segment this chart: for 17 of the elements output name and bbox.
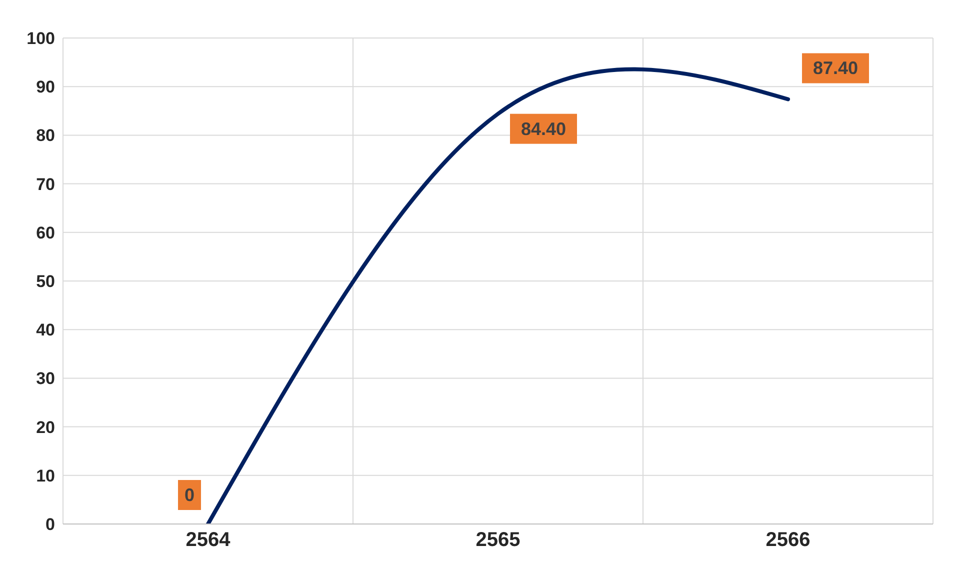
- y-tick-label: 90: [36, 78, 55, 97]
- y-tick-label: 40: [36, 320, 55, 340]
- y-tick-label: 50: [36, 272, 55, 292]
- y-tick-label: 30: [36, 369, 55, 388]
- y-tick-label: 10: [36, 466, 55, 486]
- x-tick-label: 2564: [186, 529, 232, 552]
- y-tick-label: 70: [36, 174, 55, 194]
- data-label: 87.40: [812, 58, 858, 78]
- y-tick-label: 100: [26, 29, 55, 48]
- data-label: 0: [184, 485, 195, 505]
- data-label: 84.40: [520, 118, 566, 139]
- y-tick-label: 60: [36, 223, 55, 242]
- y-tick-label: 0: [46, 515, 55, 534]
- y-tick-label: 20: [36, 418, 55, 437]
- x-tick-label: 2565: [476, 529, 520, 552]
- y-tick-label: 80: [36, 126, 55, 146]
- x-tick-label: 2566: [766, 529, 810, 552]
